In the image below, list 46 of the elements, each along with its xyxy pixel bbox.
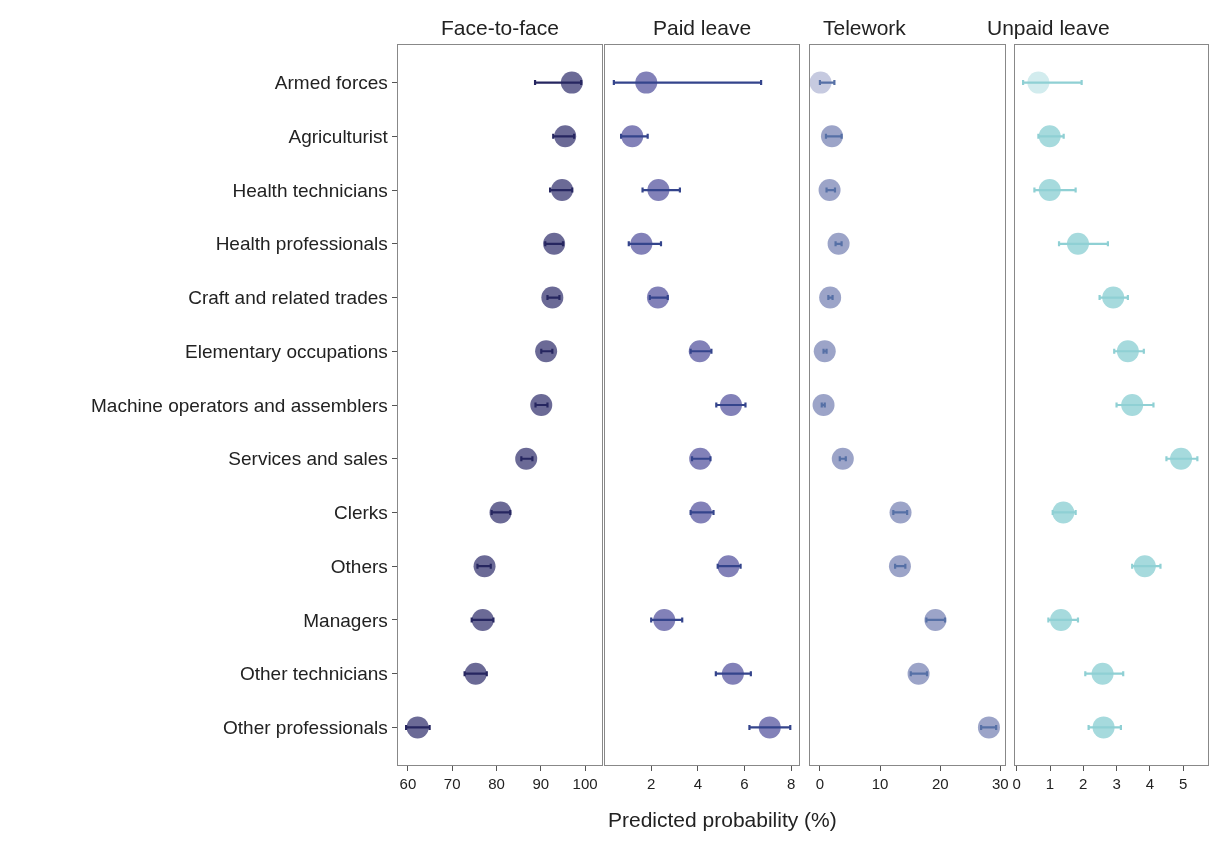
y-tick-label: Machine operators and assemblers (91, 394, 388, 416)
point (813, 340, 836, 363)
y-tick-label: Craft and related trades (188, 287, 388, 309)
chart-title: Telework (823, 16, 907, 39)
x-tick-label: 10 (871, 775, 889, 793)
x-tick-label: 4 (693, 775, 703, 793)
x-tick-label: 8 (787, 775, 796, 793)
point (888, 555, 911, 578)
x-tick-label: 2 (647, 775, 656, 793)
y-tick-label: Services and sales (228, 448, 388, 470)
x-tick-label: 2 (1079, 775, 1088, 793)
x-tick-label: 80 (488, 775, 505, 793)
y-tick-label: Other technicians (239, 663, 388, 685)
point (809, 71, 832, 94)
x-tick-label: 90 (532, 775, 550, 793)
x-tick-label: 4 (1145, 775, 1154, 793)
chart-title: Paid leave (653, 16, 752, 39)
x-tick-label: 1 (1045, 775, 1055, 793)
point (819, 286, 842, 309)
x-tick-label: 60 (399, 775, 417, 793)
y-tick-label: Other professionals (223, 717, 388, 739)
x-tick-label: 6 (740, 775, 749, 793)
x-tick-label: 3 (1112, 775, 1121, 793)
point (818, 179, 841, 202)
x-tick-label: 100 (572, 775, 598, 793)
point (535, 340, 558, 363)
y-tick-label: Health professionals (215, 233, 388, 255)
y-tick-label: Clerks (333, 502, 388, 524)
chart-title: Unpaid leave (987, 16, 1110, 39)
y-tick-label: Armed forces (274, 72, 388, 94)
y-tick-label: Managers (303, 609, 388, 631)
point (831, 447, 854, 470)
x-tick-label: 30 (992, 775, 1009, 793)
x-tick-label: 20 (931, 775, 949, 793)
x-tick-label: 70 (443, 775, 461, 793)
y-tick-label: Agriculturist (288, 125, 389, 147)
y-tick-label: Others (330, 555, 388, 577)
y-tick-label: Health technicians (232, 179, 388, 201)
x-tick-label: 0 (815, 775, 825, 793)
point (812, 394, 835, 416)
x-tick-label: 5 (1178, 775, 1188, 793)
x-tick-label: 0 (1012, 775, 1021, 793)
chart-title: Face-to-face (441, 16, 559, 39)
x-axis-title: Predicted probability (%) (608, 808, 837, 831)
y-tick-label: Elementary occupations (185, 340, 388, 362)
point (827, 232, 850, 255)
